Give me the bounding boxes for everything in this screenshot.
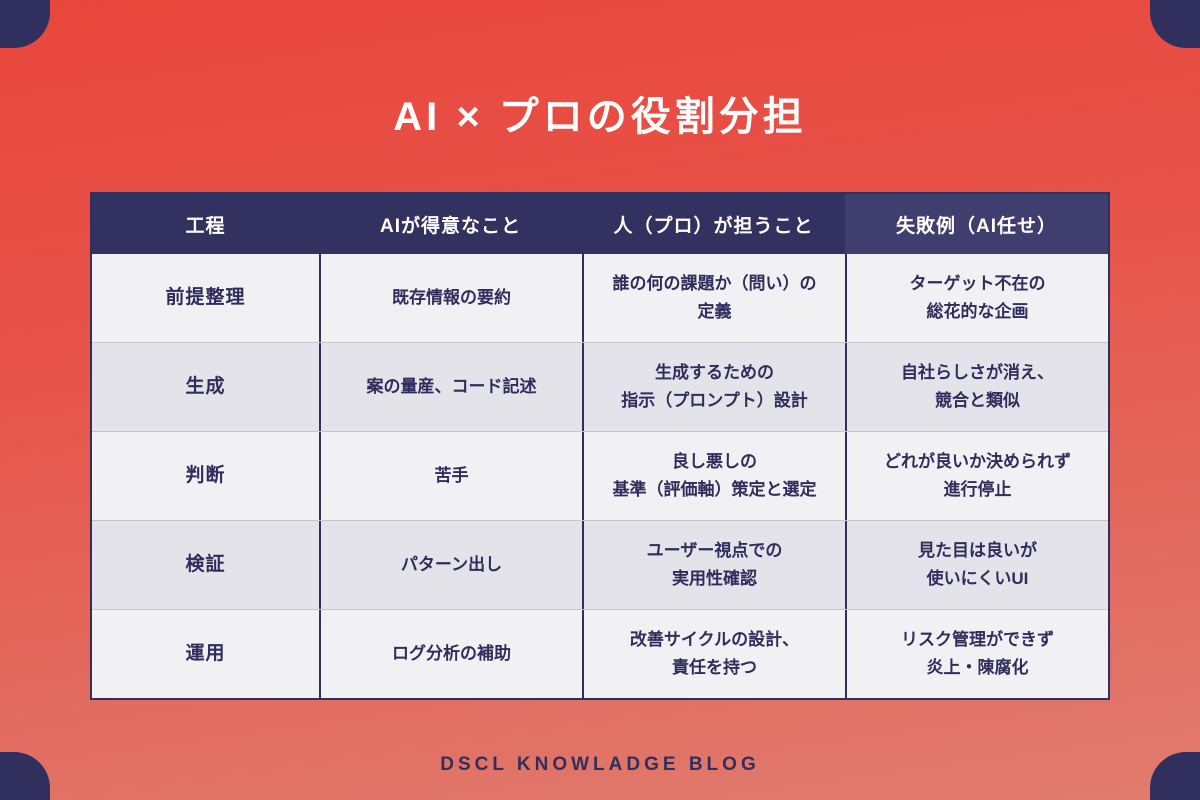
role-division-table: 工程 AIが得意なこと 人（プロ）が担うこと 失敗例（AI任せ） 前提整理 既存… — [90, 192, 1110, 700]
cell-ai-strength: 苦手 — [319, 432, 582, 520]
cell-process: 検証 — [185, 554, 226, 576]
table-row: 判断 苦手 良し悪しの 基準（評価軸）策定と選定 どれが良いか決められず 進行停… — [92, 431, 1108, 520]
col-header-human-role: 人（プロ）が担うこと — [613, 215, 814, 237]
cell-human-role: 良し悪しの 基準（評価軸）策定と選定 — [582, 432, 845, 520]
cell-process: 前提整理 — [165, 287, 246, 309]
cell-failure-case: 見た目は良いが 使いにくいUI — [845, 521, 1108, 609]
cell-ai-strength: 案の量産、コード記述 — [319, 343, 582, 431]
cell-ai-strength: ログ分析の補助 — [319, 610, 582, 698]
table-row: 検証 パターン出し ユーザー視点での 実用性確認 見た目は良いが 使いにくいUI — [92, 520, 1108, 609]
cell-process: 運用 — [185, 643, 226, 665]
footer-credit: DSCL KNOWLADGE BLOG — [440, 754, 760, 775]
cell-ai-strength: パターン出し — [319, 521, 582, 609]
table-row: 生成 案の量産、コード記述 生成するための 指示（プロンプト）設計 自社らしさが… — [92, 342, 1108, 431]
col-header-process: 工程 — [185, 215, 226, 237]
cell-failure-case: どれが良いか決められず 進行停止 — [845, 432, 1108, 520]
cell-human-role: 生成するための 指示（プロンプト）設計 — [582, 343, 845, 431]
cell-human-role: 改善サイクルの設計、 責任を持つ — [582, 610, 845, 698]
cell-process: 生成 — [185, 376, 226, 398]
cell-failure-case: リスク管理ができず 炎上・陳腐化 — [845, 610, 1108, 698]
table-row: 運用 ログ分析の補助 改善サイクルの設計、 責任を持つ リスク管理ができず 炎上… — [92, 609, 1108, 698]
corner-bracket-top-right-icon — [1150, 0, 1200, 48]
cell-human-role: ユーザー視点での 実用性確認 — [582, 521, 845, 609]
cell-human-role: 誰の何の課題か（問い）の 定義 — [582, 254, 845, 342]
corner-bracket-top-left-icon — [0, 0, 50, 48]
col-header-failure-case: 失敗例（AI任せ） — [845, 194, 1108, 254]
page-title: AI × プロの役割分担 — [393, 95, 807, 139]
col-header-ai-strength: AIが得意なこと — [379, 215, 521, 237]
cell-ai-strength: 既存情報の要約 — [319, 254, 582, 342]
cell-failure-case: 自社らしさが消え、 競合と類似 — [845, 343, 1108, 431]
cell-process: 判断 — [185, 465, 226, 487]
table-row: 前提整理 既存情報の要約 誰の何の課題か（問い）の 定義 ターゲット不在の 総花… — [92, 254, 1108, 342]
cell-failure-case: ターゲット不在の 総花的な企画 — [845, 254, 1108, 342]
table-header-row: 工程 AIが得意なこと 人（プロ）が担うこと 失敗例（AI任せ） — [92, 194, 1108, 254]
